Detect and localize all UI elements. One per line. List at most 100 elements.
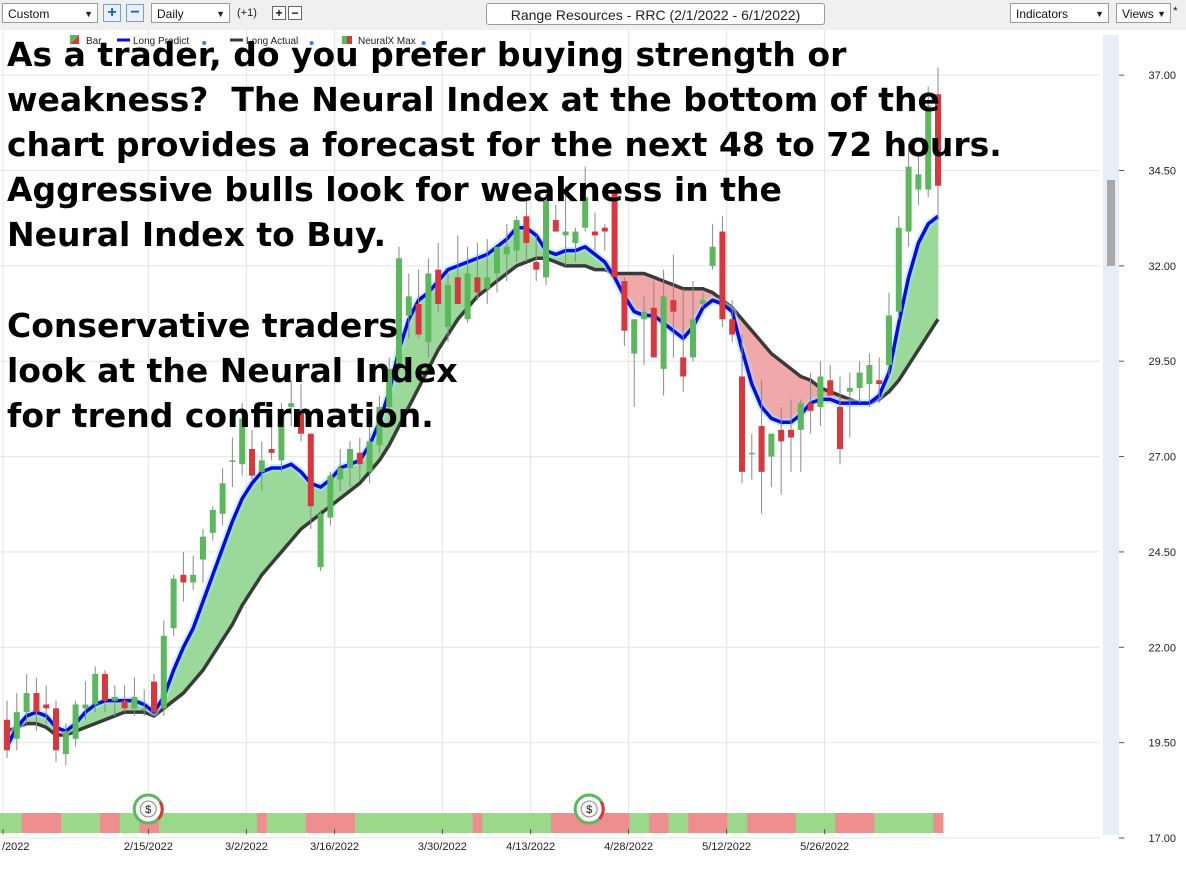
neural-index-cell	[501, 813, 513, 833]
neural-index-cell	[217, 813, 228, 833]
neural-index-cell	[247, 813, 258, 833]
neural-index-cell	[325, 813, 336, 833]
fill-segment	[251, 471, 263, 592]
candle-body	[53, 708, 59, 751]
neural-index-cell	[795, 813, 807, 833]
pin-icon[interactable]: *	[1173, 4, 1178, 18]
neural-index-cell	[296, 813, 307, 833]
neural-index-cell	[305, 813, 317, 833]
candle-body	[552, 220, 559, 232]
offset-decrease-button[interactable]: −	[288, 6, 302, 20]
candle-body	[4, 719, 10, 751]
neural-index-cell	[345, 813, 356, 833]
candle-body	[307, 433, 314, 507]
signal-markers: $ $	[132, 793, 605, 825]
neural-index-cell	[266, 813, 277, 833]
candle-body	[366, 441, 373, 472]
chevron-down-icon: ▼	[1095, 9, 1104, 19]
candle-body	[797, 403, 804, 430]
neural-index-cell	[639, 813, 650, 833]
neural-index-cell	[541, 813, 552, 833]
candle-body	[288, 403, 295, 407]
remove-button[interactable]: −	[126, 4, 144, 22]
x-tick-label: 4/13/2022	[506, 841, 555, 853]
neural-index-cell	[648, 813, 660, 833]
candle-body	[23, 693, 30, 713]
neural-index-cell	[11, 813, 23, 833]
preset-dropdown[interactable]: Custom ▼	[2, 3, 98, 23]
neural-index-cell	[619, 813, 630, 833]
y-tick-label: 17.00	[1148, 833, 1176, 845]
y-tick-label: 19.50	[1148, 738, 1176, 750]
neural-index-cell	[923, 813, 934, 833]
neural-index-cell	[854, 813, 865, 833]
candle-body	[33, 693, 40, 713]
period-dropdown[interactable]: Daily ▼	[151, 3, 230, 23]
dollar-signal-label: $	[145, 804, 151, 816]
x-tick-label: 2/15/2022	[124, 841, 173, 853]
candle-body	[190, 574, 197, 583]
candle-body	[935, 94, 941, 186]
candle-body	[660, 296, 667, 369]
neural-index-cell	[384, 813, 395, 833]
candle-body	[396, 258, 402, 366]
dollar-signal-arc	[598, 801, 605, 821]
views-dropdown[interactable]: Views ▼	[1116, 3, 1171, 23]
candle-body	[748, 452, 755, 455]
neural-index-cell	[482, 813, 493, 833]
candle-body	[62, 731, 69, 755]
neural-index-cell	[119, 813, 130, 833]
indicators-dropdown[interactable]: Indicators ▼	[1010, 3, 1109, 23]
neural-index-cell	[374, 813, 385, 833]
neural-index-cell	[335, 813, 346, 833]
neural-index-cell	[727, 813, 738, 833]
candle-body	[219, 483, 226, 514]
neural-index-cell	[413, 813, 424, 833]
neural-index-cell	[207, 813, 219, 833]
legend-settings-dot	[202, 41, 207, 45]
toolbar: Custom ▼ + − Daily ▼ (+1) + − Range Reso…	[0, 0, 1186, 31]
legend-bar-icon	[70, 35, 79, 44]
y-tick-label: 32.00	[1148, 261, 1176, 273]
neural-index-cell	[737, 813, 748, 833]
candle-body	[778, 429, 785, 442]
candle-body	[827, 380, 834, 396]
long-actual-line	[6, 256, 940, 737]
candle-body	[886, 315, 892, 366]
neural-index-cell	[188, 813, 199, 833]
neural-index-cell	[933, 813, 944, 833]
candle-body	[258, 460, 265, 472]
candle-body	[356, 452, 363, 465]
dollar-signal-inner	[139, 800, 157, 818]
y-tick-label: 34.50	[1148, 166, 1176, 178]
neural-index-cell	[433, 813, 444, 833]
candle-body	[729, 319, 736, 335]
candle-body	[484, 277, 491, 289]
candle-body	[92, 673, 99, 705]
neural-index-cell	[80, 813, 91, 833]
preset-value: Custom	[8, 7, 50, 21]
candle-body	[317, 513, 324, 568]
neural-index-cell	[394, 813, 405, 833]
candle-body	[846, 387, 853, 392]
neural-index-cell	[100, 813, 111, 833]
neural-index-strip	[0, 813, 944, 833]
scroll-thumb[interactable]	[1107, 180, 1115, 266]
neural-index-cell	[227, 813, 238, 833]
x-tick-label: 5/12/2022	[702, 841, 751, 853]
fill-segment	[780, 360, 792, 423]
legend-label: Bar	[86, 36, 102, 47]
add-button[interactable]: +	[103, 4, 121, 22]
neural-index-cell	[178, 813, 189, 833]
neural-index-cell	[570, 813, 581, 833]
symbol-title[interactable]: Range Resources - RRC (2/1/2022 - 6/1/20…	[486, 3, 825, 25]
price-chart[interactable]: $ $ 17.0019.5022.0024.5027.0029.5032.0034…	[0, 30, 1186, 872]
neural-index-cell	[874, 813, 885, 833]
scroll-track[interactable]	[1103, 35, 1119, 835]
neural-index-cell	[678, 813, 689, 833]
neural-index-cell	[403, 813, 415, 833]
offset-increase-button[interactable]: +	[272, 6, 286, 20]
neural-index-cell	[835, 813, 846, 833]
candle-body	[915, 174, 922, 190]
candle-body	[445, 284, 451, 327]
